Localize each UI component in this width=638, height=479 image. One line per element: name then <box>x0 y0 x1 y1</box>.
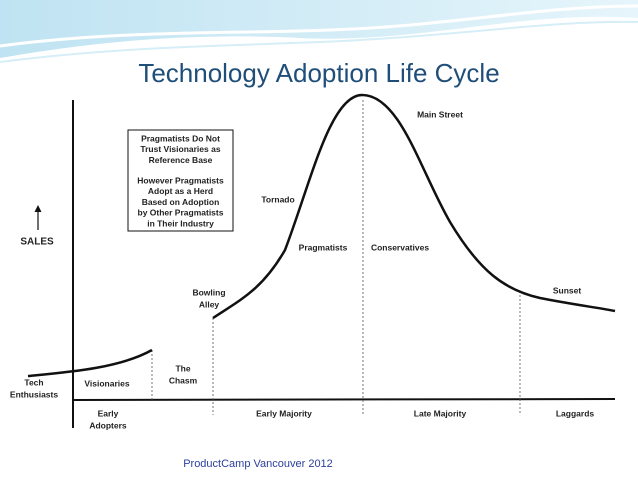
axes <box>72 100 616 428</box>
stage-label: Enthusiasts <box>10 389 58 399</box>
stage-label: Visionaries <box>84 378 129 388</box>
note-line: Reference Base <box>149 155 213 165</box>
stage-label: Late Majority <box>414 408 467 418</box>
stage-label: Tornado <box>261 194 294 204</box>
stage-label: Bowling <box>192 287 225 297</box>
stage-label: Early Majority <box>256 408 312 418</box>
stage-label: Conservatives <box>371 242 429 252</box>
note-line: Based on Adoption <box>142 197 220 207</box>
stage-label: Sunset <box>553 285 582 295</box>
stage-label: Alley <box>199 299 220 309</box>
header-swoosh <box>0 0 638 63</box>
sales-arrow <box>34 205 42 230</box>
axis-label: SALES <box>20 237 54 248</box>
note-box <box>127 129 234 232</box>
stage-label: Main Street <box>417 109 463 119</box>
adoption-curve <box>27 93 616 378</box>
stage-label: Adopters <box>89 420 127 430</box>
stage-label: The <box>175 363 190 373</box>
stage-label: Laggards <box>556 408 595 418</box>
note-line: However Pragmatists <box>137 175 224 185</box>
note-line: Adopt as a Herd <box>148 186 213 196</box>
note-line: in Their Industry <box>147 218 214 228</box>
stage-label: Pragmatists <box>299 242 348 252</box>
stage-label: Chasm <box>169 375 198 385</box>
stage-label: Early <box>98 408 119 418</box>
stage-label: Tech <box>24 377 43 387</box>
note-line: Trust Visionaries as <box>140 144 220 154</box>
footer: ProductCamp Vancouver 2012 <box>183 458 333 470</box>
title: Technology Adoption Life Cycle <box>138 58 499 88</box>
divider-lines <box>151 100 521 415</box>
note-line: Pragmatists Do Not <box>141 133 220 143</box>
note-line: by Other Pragmatists <box>138 208 224 218</box>
